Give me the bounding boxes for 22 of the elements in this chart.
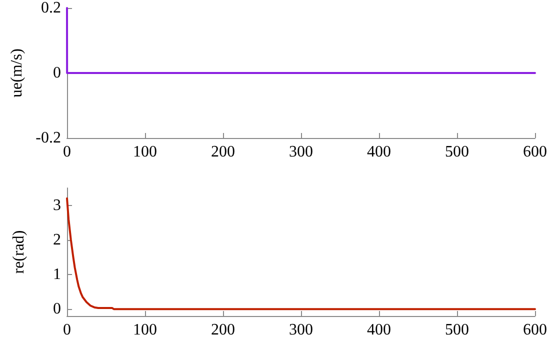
x-tick-label: 500 [445,322,469,338]
y-tick-label: 3 [53,196,61,214]
x-tick-label: 400 [367,144,391,160]
x-tick-label: 100 [133,322,157,338]
y-axis-title: re(rad) [10,230,28,274]
x-tick-label: 200 [211,144,235,160]
x-tick-label: 200 [211,322,235,338]
y-tick-label: 2 [53,231,61,248]
y-tick-label: 0 [53,300,61,318]
y-tick-label: -0.2 [36,130,61,146]
y-tick-label: 1 [53,266,61,283]
x-tick-label: 500 [445,144,469,160]
line-series [66,197,536,310]
x-tick-label: 100 [133,144,157,160]
x-tick-label: 600 [523,144,547,160]
y-tick-label: 0 [53,64,61,82]
x-tick-label: 400 [367,322,391,338]
y-tick-label: 0.2 [41,0,61,16]
x-tick-label: 300 [289,144,313,160]
y-axis-title: ue(m/s) [8,48,26,98]
x-tick-label: 600 [523,322,547,338]
x-tick-label: 300 [289,322,313,338]
